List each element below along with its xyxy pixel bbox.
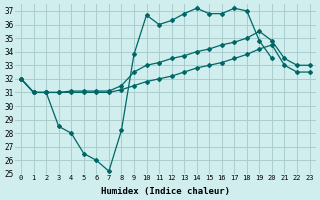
- X-axis label: Humidex (Indice chaleur): Humidex (Indice chaleur): [101, 187, 230, 196]
